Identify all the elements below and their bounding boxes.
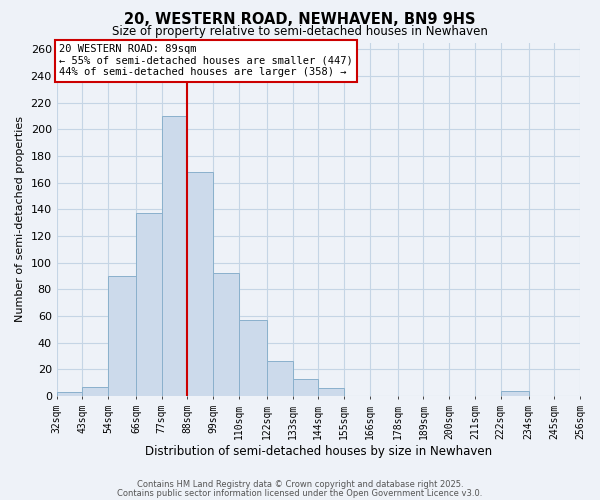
Text: Contains HM Land Registry data © Crown copyright and database right 2025.: Contains HM Land Registry data © Crown c… xyxy=(137,480,463,489)
Bar xyxy=(162,116,187,396)
Text: Contains public sector information licensed under the Open Government Licence v3: Contains public sector information licen… xyxy=(118,488,482,498)
Bar xyxy=(500,390,529,396)
Text: 20, WESTERN ROAD, NEWHAVEN, BN9 9HS: 20, WESTERN ROAD, NEWHAVEN, BN9 9HS xyxy=(124,12,476,28)
Bar xyxy=(239,320,267,396)
Bar xyxy=(82,386,108,396)
Text: Size of property relative to semi-detached houses in Newhaven: Size of property relative to semi-detach… xyxy=(112,25,488,38)
Bar xyxy=(213,274,239,396)
Bar xyxy=(108,276,136,396)
Text: 20 WESTERN ROAD: 89sqm
← 55% of semi-detached houses are smaller (447)
44% of se: 20 WESTERN ROAD: 89sqm ← 55% of semi-det… xyxy=(59,44,353,78)
Bar xyxy=(267,362,293,396)
Y-axis label: Number of semi-detached properties: Number of semi-detached properties xyxy=(15,116,25,322)
Bar xyxy=(187,172,213,396)
Bar xyxy=(293,378,319,396)
Bar xyxy=(319,388,344,396)
Bar xyxy=(136,214,162,396)
X-axis label: Distribution of semi-detached houses by size in Newhaven: Distribution of semi-detached houses by … xyxy=(145,444,492,458)
Bar xyxy=(56,392,82,396)
